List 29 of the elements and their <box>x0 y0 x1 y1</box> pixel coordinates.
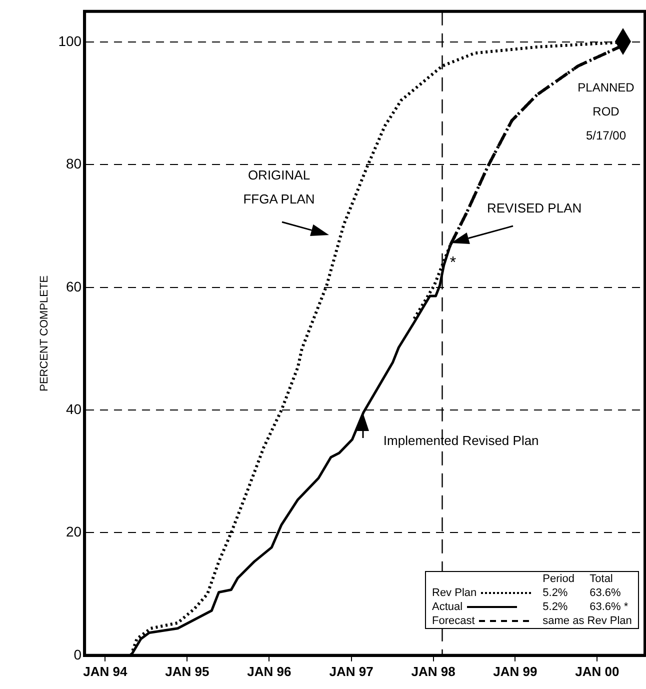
annotation: same as Rev Plan <box>542 614 633 629</box>
y-axis-title: PERCENT COMPLETE <box>38 275 51 392</box>
legend-label: Actual <box>432 601 463 614</box>
y-tick-label: 20 <box>66 524 82 540</box>
y-tick-label: 60 <box>66 278 82 294</box>
annotation: ORIGINAL FFGA PLAN <box>243 168 315 207</box>
annotation: Period <box>542 572 576 586</box>
annotation: Implemented Revised Plan <box>383 433 539 448</box>
x-tick-label: JAN 97 <box>329 664 374 679</box>
legend-label: Forecast <box>432 615 475 628</box>
y-tick-label: 0 <box>74 646 82 662</box>
y-tick-label: 80 <box>66 156 82 172</box>
annotation: * <box>450 254 456 272</box>
annotation: 5.2% <box>542 600 569 614</box>
x-tick-label: JAN 00 <box>575 664 620 679</box>
annotation: 63.6% <box>588 586 622 600</box>
annotation: 63.6% * <box>588 600 630 614</box>
annotation: PLANNED ROD 5/17/00 <box>578 80 635 142</box>
x-tick-label: JAN 94 <box>83 664 128 679</box>
x-tick-label: JAN 99 <box>493 664 538 679</box>
legend-label: Rev Plan <box>432 587 477 600</box>
x-tick-label: JAN 98 <box>411 664 456 679</box>
y-tick-label: 100 <box>58 32 82 49</box>
annotation: 5.2% <box>542 586 569 600</box>
annotation: Total <box>588 572 614 586</box>
x-tick-label: JAN 95 <box>165 664 210 679</box>
y-tick-label: 40 <box>66 400 82 417</box>
x-tick-label: JAN 96 <box>247 664 292 679</box>
annotation: REVISED PLAN <box>487 200 582 216</box>
